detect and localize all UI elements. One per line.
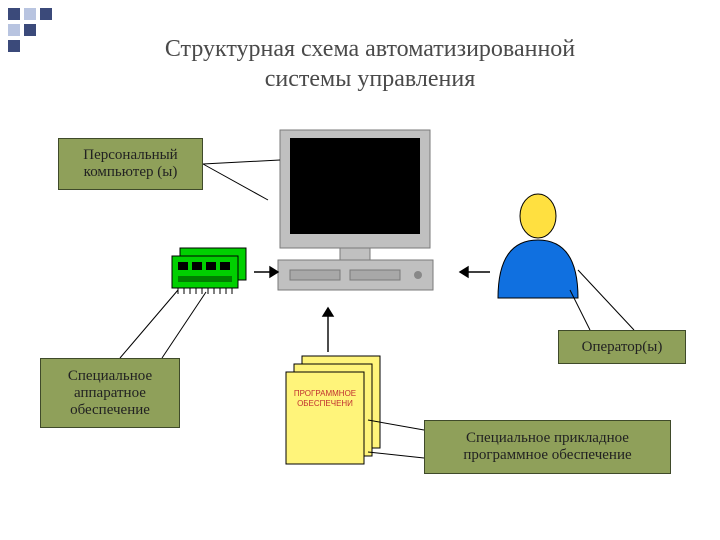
operator-icon	[498, 194, 578, 298]
doc-label-2: ОБЕСПЕЧЕНИ	[297, 399, 353, 408]
corner-deco	[8, 8, 52, 52]
title-line-1: Структурная схема автоматизированной	[120, 34, 620, 64]
doc-label-1: ПРОГРАММНОЕ	[294, 389, 356, 398]
title-line-2: системы управления	[120, 64, 620, 94]
hardware-icon	[172, 248, 246, 294]
label-personal-computer: Персональный компьютер (ы)	[58, 138, 203, 190]
computer-icon	[278, 130, 433, 290]
software-icon: ПРОГРАММНОЕ ОБЕСПЕЧЕНИ	[286, 356, 380, 464]
page-title: Структурная схема автоматизированной сис…	[120, 34, 620, 94]
label-special-hardware: Специальное аппаратное обеспечение	[40, 358, 180, 428]
label-special-software: Специальное прикладное программное обесп…	[424, 420, 671, 474]
label-operator: Оператор(ы)	[558, 330, 686, 364]
